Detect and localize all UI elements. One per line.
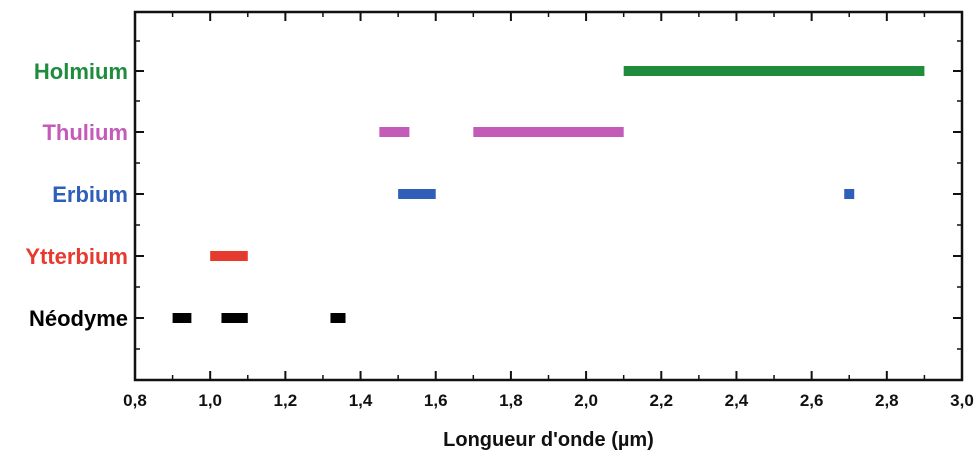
range-bar: [330, 313, 346, 323]
range-bar: [172, 313, 192, 323]
range-bar: [398, 189, 436, 199]
range-bar: [210, 251, 248, 261]
category-label: Erbium: [52, 182, 128, 207]
range-bar: [844, 189, 855, 199]
x-tick-label: 2,4: [725, 391, 749, 410]
range-bar: [379, 127, 410, 137]
x-tick-label: 2,2: [649, 391, 673, 410]
range-bars: [172, 66, 925, 323]
x-tick-label: 2,6: [800, 391, 824, 410]
category-label: Ytterbium: [25, 244, 128, 269]
x-tick-label: 1,0: [198, 391, 222, 410]
range-bar: [221, 313, 248, 323]
category-labels: Holmium Thulium Erbium Ytterbium Néodyme: [25, 59, 128, 331]
x-tick-label: 2,8: [875, 391, 899, 410]
x-tick-label: 1,6: [424, 391, 448, 410]
x-tick-label: 0,8: [123, 391, 147, 410]
category-label: Néodyme: [29, 306, 128, 331]
x-tick-label: 3,0: [950, 391, 974, 410]
x-tick-labels: 0,8 1,0 1,2 1,4 1,6 1,8 2,0 2,2 2,4 2,6 2,8 3,0: [123, 391, 974, 410]
x-axis-title: Longueur d'onde (µm): [443, 429, 654, 451]
x-tick-label: 1,4: [349, 391, 373, 410]
x-tick-label: 1,8: [499, 391, 523, 410]
category-label: Holmium: [34, 59, 128, 84]
range-bar: [473, 127, 624, 137]
x-tick-label: 1,2: [274, 391, 298, 410]
axis-ticks: [134, 12, 963, 380]
x-tick-label: 2,0: [574, 391, 598, 410]
category-label: Thulium: [42, 120, 128, 145]
range-bar: [623, 66, 925, 76]
